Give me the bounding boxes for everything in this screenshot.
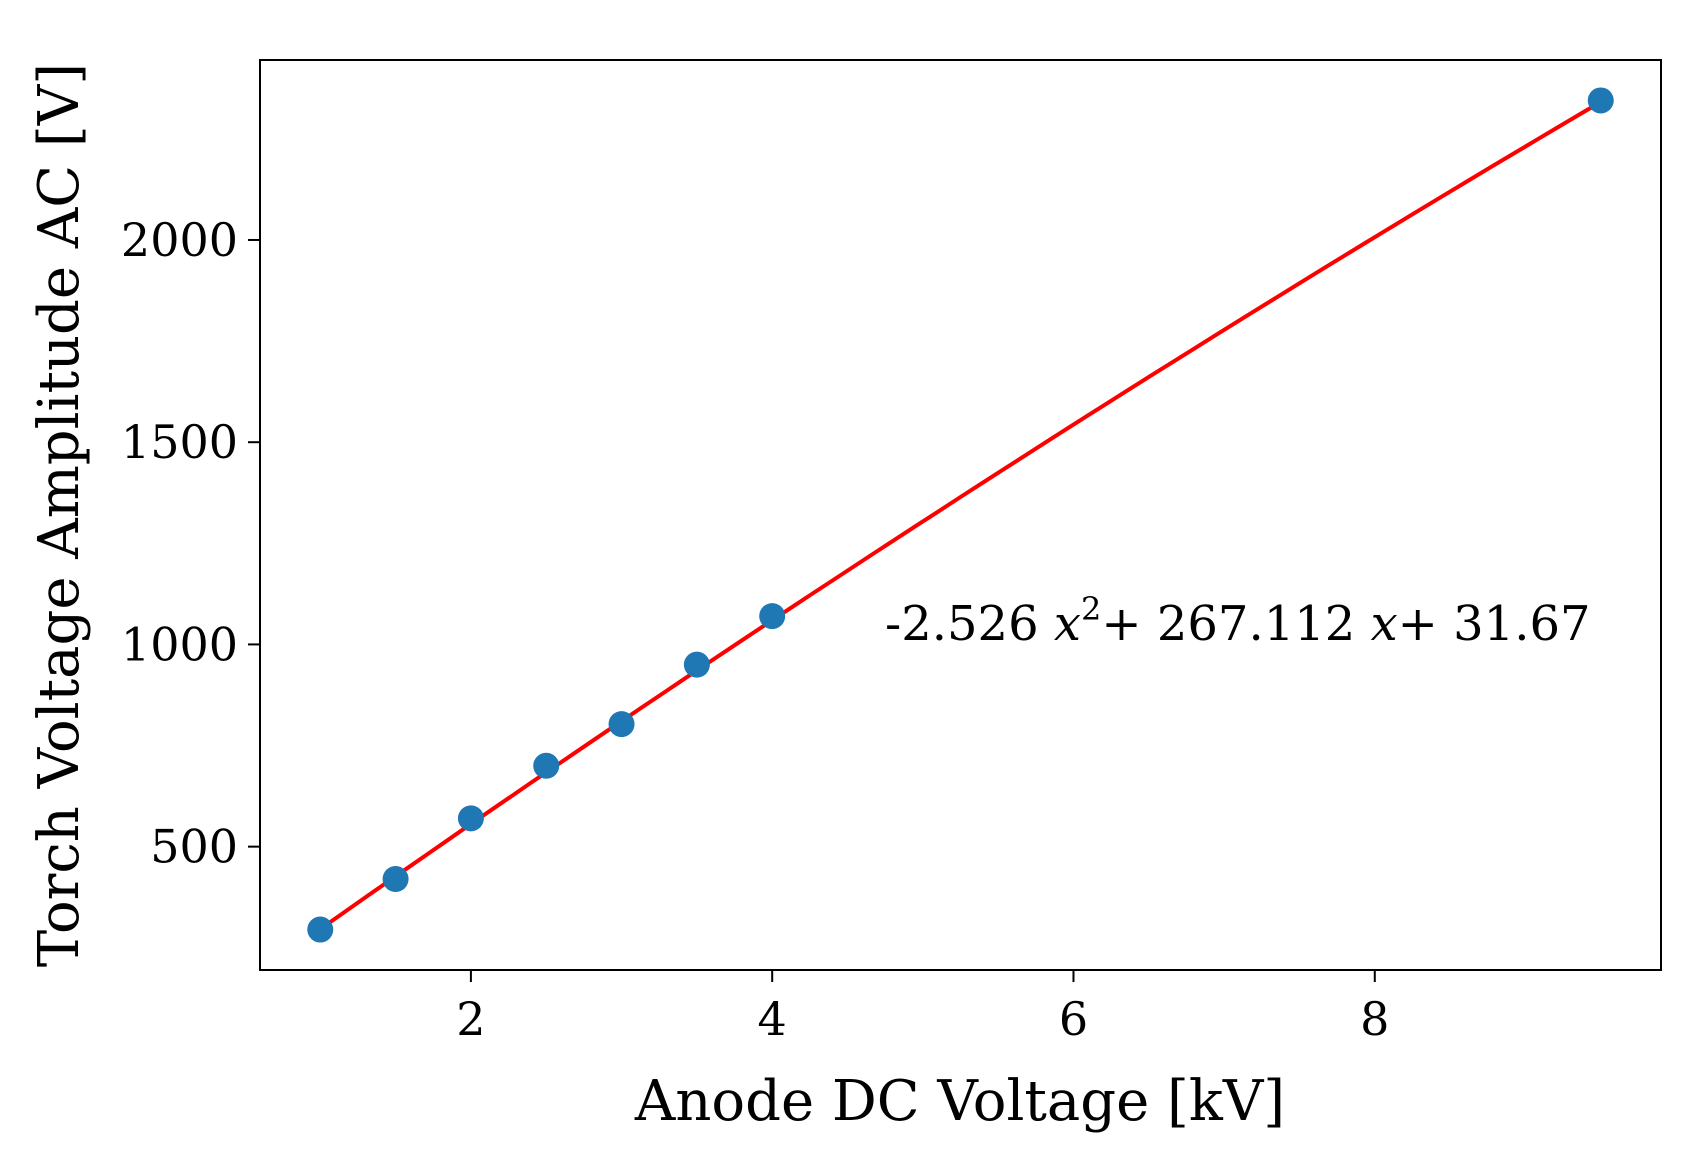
data-point bbox=[457, 805, 484, 832]
fit-var-x2: x bbox=[1054, 596, 1081, 652]
fit-exponent: 2 bbox=[1081, 590, 1101, 628]
x-tick-label: 6 bbox=[1059, 992, 1088, 1046]
y-axis-label: Torch Voltage Amplitude AC [V] bbox=[27, 63, 92, 967]
x-tick-label: 4 bbox=[758, 992, 787, 1046]
y-tick-label: 2000 bbox=[121, 213, 238, 267]
y-tick-label: 1500 bbox=[121, 415, 238, 469]
fit-line bbox=[319, 100, 1602, 931]
x-axis: 2 4 6 8 bbox=[456, 970, 1389, 1046]
data-point bbox=[1587, 87, 1614, 114]
y-tick-label: 500 bbox=[150, 820, 238, 874]
fit-var-x1: x bbox=[1371, 596, 1398, 652]
plot-frame bbox=[259, 59, 1662, 971]
plot-area bbox=[307, 87, 1614, 943]
data-point bbox=[608, 711, 635, 738]
y-tick-label: 1000 bbox=[121, 617, 238, 671]
fit-equation: -2.526 x2+ 267.112 x+ 31.67 bbox=[885, 590, 1591, 652]
y-axis: 500 1000 1500 2000 bbox=[121, 213, 260, 874]
x-axis-label: Anode DC Voltage [kV] bbox=[634, 1069, 1285, 1134]
data-point bbox=[382, 866, 409, 892]
data-point bbox=[307, 916, 334, 943]
fit-coef-2: -2.526 bbox=[885, 596, 1039, 652]
x-tick-label: 2 bbox=[456, 992, 485, 1046]
data-point bbox=[533, 752, 560, 779]
fit-coef-1: + 267.112 bbox=[1101, 596, 1355, 652]
data-point bbox=[683, 651, 710, 678]
data-point bbox=[759, 603, 786, 630]
x-tick-label: 8 bbox=[1360, 992, 1389, 1046]
fit-coef-0: + 31.67 bbox=[1398, 596, 1591, 652]
